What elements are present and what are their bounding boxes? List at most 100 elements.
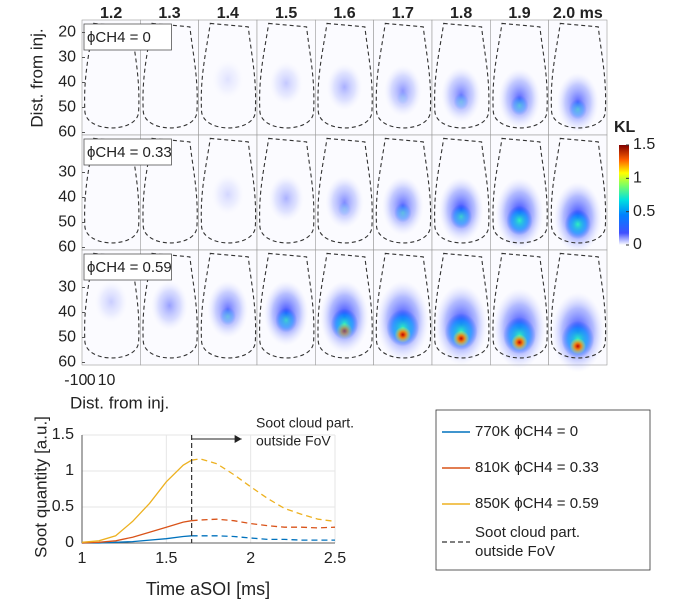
row-label: ϕCH4 = 0.59: [87, 259, 172, 276]
soot-core: [275, 307, 298, 333]
series-line: [81, 459, 192, 543]
y-tick-label: 40: [58, 304, 76, 321]
fov-outline: [259, 22, 315, 129]
colorbar-tick-label: 1.5: [633, 136, 655, 153]
y-tick-label: 20: [58, 24, 76, 41]
soot-core: [394, 203, 412, 223]
soot-core: [453, 93, 469, 111]
fov-outline: [200, 137, 257, 244]
x-axis-label: Dist. from inj.: [70, 393, 169, 412]
series-line-dashed: [191, 518, 336, 529]
series-line-dashed: [191, 535, 335, 541]
soot-core: [450, 204, 473, 229]
fov-outline: [375, 22, 432, 129]
y-tick-label: 30: [58, 49, 76, 66]
fov-outline: [375, 252, 432, 359]
soot-blob: [268, 174, 304, 222]
column-label: 2.0 ms: [553, 5, 603, 22]
fov-outline: [84, 22, 140, 129]
fov-outline: [492, 137, 548, 244]
column-label: 1.9: [508, 5, 530, 22]
y-tick-label: 30: [58, 164, 76, 181]
fov-outline: [375, 137, 432, 244]
soot-hot: [569, 338, 586, 355]
x-axis-label: Time aSOI [ms]: [146, 579, 270, 599]
soot-core: [510, 95, 529, 116]
legend-label: 770K ϕCH4 = 0: [475, 423, 578, 440]
column-label: 1.5: [275, 5, 297, 22]
row-label: ϕCH4 = 0: [87, 29, 151, 46]
series-line: [81, 520, 192, 544]
fov-outline: [317, 252, 373, 359]
soot-hot: [453, 330, 470, 347]
colorbar-tick-label: 0.5: [633, 203, 655, 220]
fov-outline: [550, 22, 607, 129]
soot-blob: [212, 60, 244, 99]
series-line: [82, 535, 192, 544]
y-axis-label: Soot quantity [a.u.]: [31, 416, 50, 558]
image-grid: 1.2 1.3 1.4 1.5 1.6 1.7 1.8 1.9 2.0 ms ϕCH4 = 0 20…: [27, 5, 655, 412]
y-tick-label: 60: [58, 239, 76, 256]
y-tick-label: 1: [65, 462, 74, 479]
row-label-box: [83, 138, 172, 166]
soot-core: [337, 201, 352, 217]
y-tick-label: 50: [58, 329, 76, 346]
soot-hot: [394, 326, 412, 343]
fov-outline: [84, 137, 140, 244]
fov-outline: [84, 252, 140, 359]
legend: [435, 409, 651, 571]
annotation: Soot cloud part.: [256, 415, 354, 431]
colorbar-tick-label: 1: [633, 170, 642, 187]
fov-outline: [259, 252, 315, 359]
soot-core: [396, 91, 409, 105]
axes: [81, 435, 335, 544]
x-tick-label: 1: [78, 550, 87, 567]
y-tick-label: 0: [65, 534, 74, 551]
fov-outline: [200, 22, 257, 129]
column-label: 1.8: [450, 5, 472, 22]
y-tick-label: 50: [58, 214, 76, 231]
fov-outline: [434, 252, 490, 359]
y-tick-label: 0.5: [52, 498, 74, 515]
fov-outline: [317, 22, 373, 129]
fov-outline: [142, 252, 198, 359]
fov-outline: [550, 252, 607, 359]
x-tick-label: 10: [98, 372, 116, 389]
column-label: 1.6: [333, 5, 355, 22]
fov-outline: [434, 137, 490, 244]
column-label: 1.7: [392, 5, 414, 22]
line-chart: 0 0.5 1 1.5 1 1.5 2 2.5 Soot cloud part. outside …: [31, 409, 651, 599]
x-tick-label: -10: [64, 372, 87, 389]
series-line-dashed: [191, 458, 336, 523]
soot-blob: [151, 280, 188, 331]
soot-hot: [336, 322, 353, 339]
fov-outline: [200, 252, 257, 359]
y-tick-label: 40: [58, 189, 76, 206]
legend-label: Soot cloud part.: [475, 524, 580, 541]
y-tick-label: 60: [58, 124, 76, 141]
soot-blob: [211, 174, 244, 215]
column-label: 1.4: [217, 5, 239, 22]
row-label-box: [83, 253, 172, 281]
y-tick-label: 1.5: [52, 426, 74, 443]
fov-outline: [259, 137, 315, 244]
fov-outline: [142, 22, 198, 129]
y-tick-label: 40: [58, 74, 76, 91]
legend-label: 850K ϕCH4 = 0.59: [475, 495, 599, 512]
fov-outline: [142, 137, 198, 244]
soot-hot: [511, 334, 528, 351]
soot-core: [568, 99, 587, 120]
soot-core: [564, 209, 591, 240]
colorbar-label: KL: [614, 119, 636, 136]
column-label: 1.3: [158, 5, 180, 22]
y-tick-label: 60: [58, 354, 76, 371]
x-tick-label: 0: [87, 372, 96, 389]
y-tick-label: 30: [58, 279, 76, 296]
row-label: ϕCH4 = 0.33: [87, 144, 172, 161]
fov-outline: [492, 22, 548, 129]
legend-label: 810K ϕCH4 = 0.33: [475, 459, 599, 476]
fov-outline: [317, 137, 373, 244]
arrow-head: [234, 435, 242, 443]
legend-label: outside FoV: [475, 543, 555, 560]
